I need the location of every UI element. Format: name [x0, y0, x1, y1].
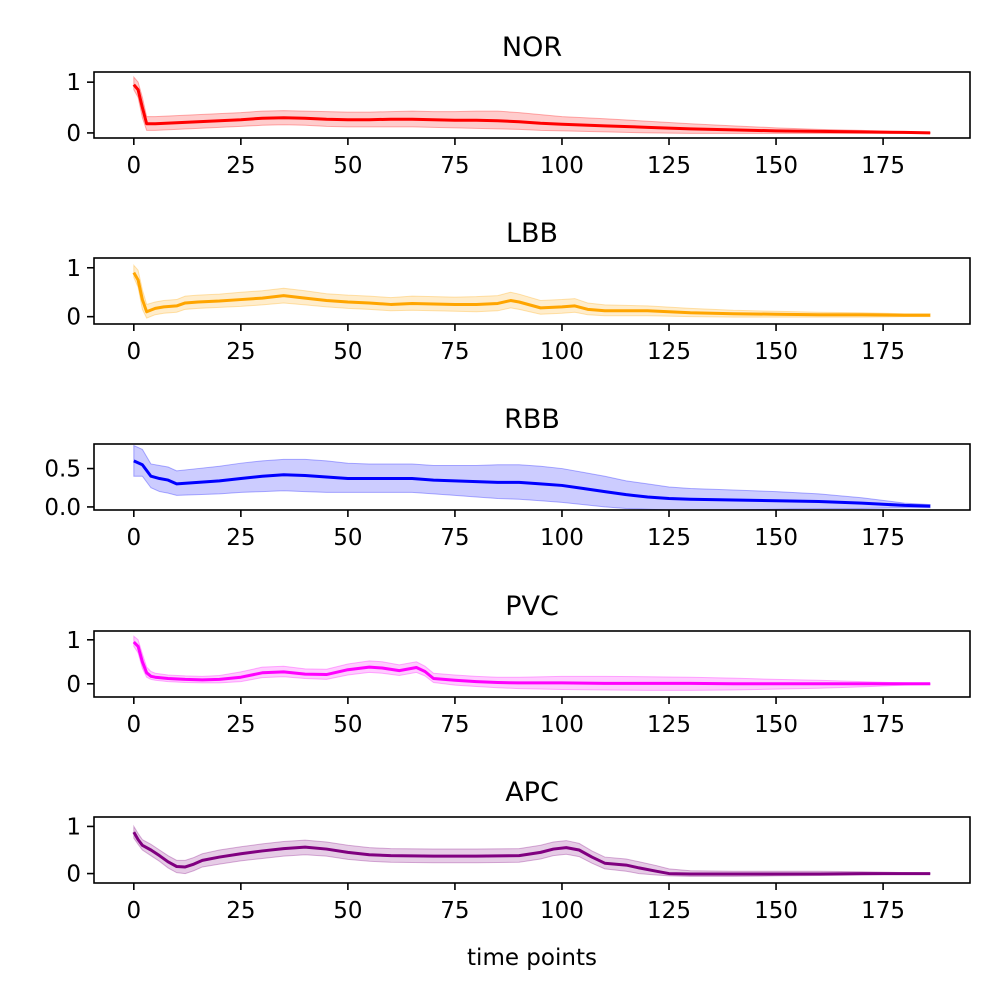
x-tick-label: 100: [540, 712, 584, 738]
x-tick-label: 100: [540, 525, 584, 551]
x-tick-label: 175: [861, 525, 905, 551]
plot-area: [133, 444, 931, 510]
mean-line: [132, 83, 931, 135]
confidence-band: [133, 75, 931, 134]
mean-line: [132, 831, 931, 876]
x-tick-label: 0: [126, 525, 141, 551]
y-tick-label: 0: [66, 305, 81, 331]
axes-frame: [93, 257, 971, 325]
plot-area: [132, 635, 931, 691]
axes-frame: [93, 816, 971, 884]
y-tick-label: 0.0: [44, 495, 81, 521]
y-tick-label: 1: [66, 814, 81, 840]
x-tick-label: 125: [647, 153, 691, 179]
subplot-rbb: RBB 0 25 50 75 100 125 150 175 0.0 0.5: [44, 404, 971, 551]
x-tick-label: 75: [440, 712, 469, 738]
x-tick-label: 175: [861, 153, 905, 179]
x-tick-label: 50: [333, 712, 362, 738]
x-tick-label: 25: [226, 339, 255, 365]
subplot-title: LBB: [506, 218, 558, 249]
x-tick-label: 100: [540, 339, 584, 365]
confidence-band: [133, 263, 931, 319]
x-tick-label: 25: [226, 153, 255, 179]
plot-area: [132, 263, 931, 319]
x-tick-label: 175: [861, 898, 905, 924]
axes-frame: [93, 630, 971, 698]
x-tick-label: 25: [226, 525, 255, 551]
x-tick-label: 50: [333, 339, 362, 365]
x-tick-label: 75: [440, 339, 469, 365]
subplot-apc: APC 0 25 50 75 100 125 150 175 0 1 time points: [66, 777, 971, 971]
plot-area: [132, 824, 931, 877]
x-tick-label: 175: [861, 339, 905, 365]
plot-area: [132, 75, 931, 135]
x-tick-label: 125: [647, 712, 691, 738]
x-tick-label: 25: [226, 712, 255, 738]
y-tick-label: 1: [66, 70, 81, 96]
x-tick-label: 175: [861, 712, 905, 738]
subplot-nor: NOR 0 25 50 75 100 125 150 175 0 1: [66, 32, 971, 179]
x-tick-label: 50: [333, 525, 362, 551]
x-tick-label: 25: [226, 898, 255, 924]
subplot-pvc: PVC 0 25 50 75 100 125 150 175 0 1: [66, 591, 971, 738]
x-tick-label: 50: [333, 898, 362, 924]
y-tick-label: 0: [66, 672, 81, 698]
x-tick-label: 0: [126, 153, 141, 179]
x-tick-label: 150: [754, 153, 798, 179]
mean-line: [132, 640, 931, 686]
x-tick-label: 125: [647, 525, 691, 551]
x-axis-label: time points: [467, 945, 597, 971]
x-tick-label: 150: [754, 712, 798, 738]
y-tick-label: 1: [66, 628, 81, 654]
subplot-title: NOR: [502, 32, 562, 63]
x-tick-label: 150: [754, 525, 798, 551]
y-tick-label: 0.5: [44, 457, 81, 483]
mean-line: [132, 271, 931, 317]
subplot-title: RBB: [504, 404, 560, 435]
confidence-band: [133, 444, 931, 510]
x-tick-label: 75: [440, 153, 469, 179]
x-tick-label: 75: [440, 898, 469, 924]
x-tick-label: 100: [540, 153, 584, 179]
y-tick-label: 0: [66, 862, 81, 888]
subplot-title: PVC: [505, 591, 559, 622]
x-tick-label: 100: [540, 898, 584, 924]
axes-frame: [93, 71, 971, 139]
x-tick-label: 75: [440, 525, 469, 551]
y-tick-label: 0: [66, 121, 81, 147]
x-tick-label: 150: [754, 898, 798, 924]
mean-line: [133, 459, 931, 508]
axes-frame: [93, 443, 971, 511]
x-tick-label: 125: [647, 339, 691, 365]
x-tick-label: 0: [126, 339, 141, 365]
x-tick-label: 125: [647, 898, 691, 924]
x-tick-label: 0: [126, 898, 141, 924]
y-tick-label: 1: [66, 256, 81, 282]
subplot-lbb: LBB 0 25 50 75 100 125 150 175 0 1: [66, 218, 971, 365]
subplot-title: APC: [505, 777, 559, 808]
x-tick-label: 50: [333, 153, 362, 179]
x-tick-label: 0: [126, 712, 141, 738]
x-tick-label: 150: [754, 339, 798, 365]
